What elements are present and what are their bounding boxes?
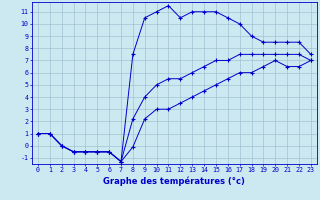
X-axis label: Graphe des températures (°c): Graphe des températures (°c): [103, 176, 245, 186]
